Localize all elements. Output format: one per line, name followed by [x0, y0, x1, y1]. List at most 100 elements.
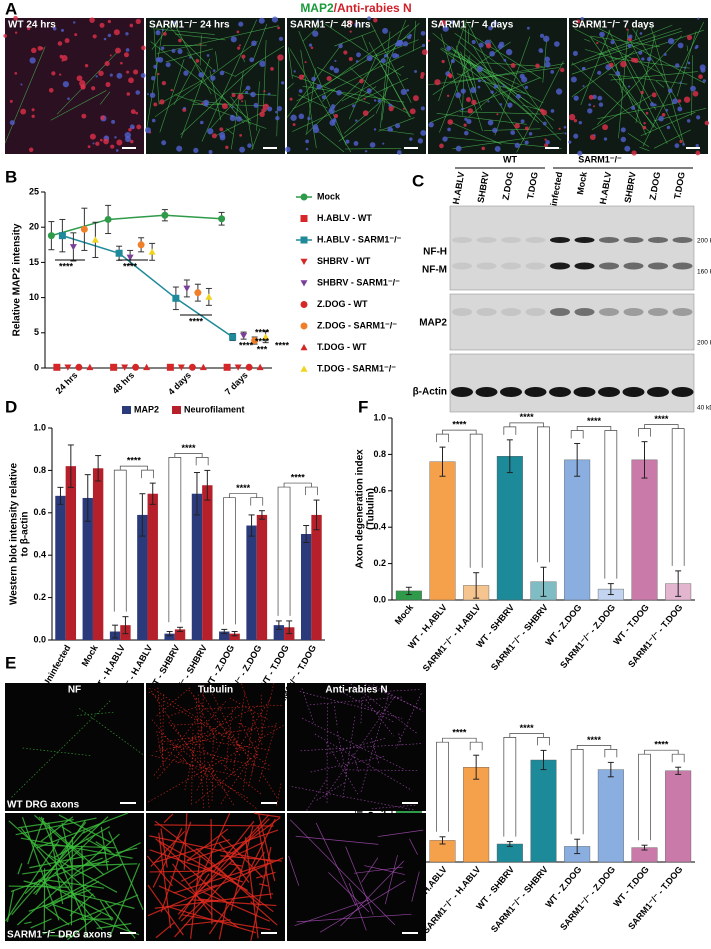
cell [312, 31, 318, 37]
bar [301, 534, 311, 640]
row-label: β-Actin [413, 387, 447, 398]
bar [93, 468, 103, 640]
cell [285, 147, 290, 152]
cell [675, 63, 679, 67]
marker [246, 364, 253, 371]
legend-label: SHBRV - WT [317, 256, 371, 266]
cell [354, 141, 359, 146]
significance: **** [587, 416, 602, 426]
cell [246, 86, 251, 91]
cell [544, 57, 550, 63]
band [550, 237, 570, 243]
cell [374, 128, 376, 130]
cell [609, 63, 614, 68]
cell [108, 20, 111, 23]
cell [98, 71, 103, 76]
y-tick-label: 0.8 [33, 465, 46, 475]
cell [486, 43, 491, 48]
bar [148, 494, 158, 640]
cell [684, 96, 690, 102]
cell [560, 68, 564, 72]
x-tick-label: Uninfected [41, 643, 73, 688]
cell [10, 100, 13, 103]
cell [410, 108, 416, 114]
marker [224, 364, 231, 371]
cell [583, 85, 585, 87]
panel-a-title: MAP2/Anti-rabies N [300, 1, 411, 15]
cell [406, 89, 409, 92]
cell [231, 115, 234, 118]
cell [120, 62, 123, 65]
cell [281, 81, 284, 84]
cell [267, 107, 272, 112]
legend-marker [301, 344, 308, 350]
x-tick-label: SARM1⁻/⁻ - H.ABLV [421, 602, 483, 673]
cell [604, 137, 607, 140]
cell [290, 98, 293, 101]
cell [468, 108, 473, 113]
panel-label: C [412, 171, 424, 190]
cell [693, 91, 699, 97]
cell [665, 109, 668, 112]
cell [678, 43, 684, 49]
cell [472, 40, 476, 44]
cell [251, 40, 257, 46]
cell [116, 149, 119, 152]
cell [95, 142, 99, 146]
cell [447, 95, 449, 97]
cell [51, 71, 55, 75]
marker [183, 286, 190, 292]
cell [349, 57, 353, 61]
cell [662, 113, 666, 117]
cell [171, 89, 173, 91]
cell [409, 137, 412, 140]
marker [189, 364, 196, 371]
cell [668, 38, 674, 44]
cell [200, 121, 204, 125]
cell [688, 62, 691, 65]
cell [279, 37, 283, 41]
y-tick-label: 25 [29, 186, 39, 196]
cell [543, 36, 549, 42]
cell [373, 18, 377, 22]
marker [116, 250, 123, 257]
cell [447, 128, 451, 132]
cell [488, 120, 494, 126]
x-tick-label: SARM1⁻/⁻ - SHBRV [489, 864, 550, 934]
image-label: SARM1⁻/⁻ 48 hrs [290, 20, 371, 31]
cell [93, 34, 97, 38]
band [575, 308, 595, 316]
cell [615, 71, 620, 76]
cell [338, 44, 343, 49]
cell [359, 79, 363, 83]
x-tick-label: 7 days [223, 370, 250, 397]
cell [61, 60, 63, 62]
cell [391, 129, 393, 131]
significance: **** [189, 316, 204, 326]
cell [3, 34, 7, 38]
group-label: SARM1⁻/⁻ [578, 154, 622, 164]
kda-label: 40 kDa [697, 405, 711, 412]
cell [477, 66, 483, 72]
cell [631, 106, 635, 110]
panel-label: D [5, 397, 17, 416]
significance: **** [275, 340, 290, 350]
cell [489, 51, 495, 57]
y-axis-label: to β-actin [20, 512, 31, 557]
cell [687, 35, 692, 40]
cell [309, 44, 312, 47]
cell [574, 96, 579, 101]
cell [241, 100, 243, 102]
marker [143, 364, 150, 370]
cell [293, 123, 296, 126]
cell [593, 105, 595, 107]
cell [447, 119, 453, 125]
cell [413, 95, 419, 101]
cell [331, 104, 336, 109]
marker [194, 289, 201, 296]
cell [277, 106, 282, 111]
cell [198, 72, 204, 78]
cell [677, 107, 682, 112]
cell [698, 74, 703, 79]
